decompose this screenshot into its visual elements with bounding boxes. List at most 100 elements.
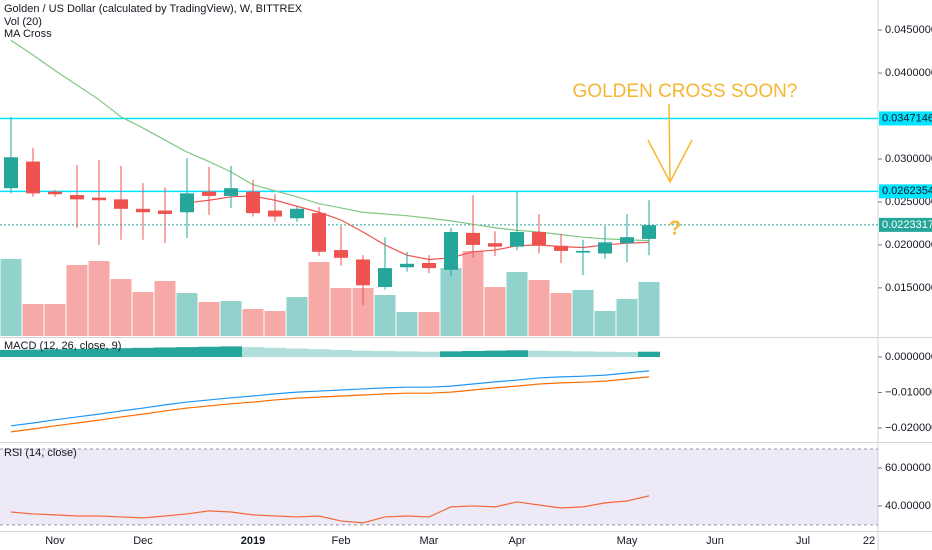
candle-body	[554, 245, 568, 251]
y-tick-label: 0.03000000	[885, 153, 932, 165]
pane-title: MACD (12, 26, close, 9)	[4, 340, 121, 352]
histogram-bar	[506, 350, 528, 358]
y-tick-label: 0.02000000	[885, 239, 932, 251]
histogram-bar	[330, 349, 352, 358]
volume-bar	[22, 304, 44, 336]
pane-title: RSI (14, close)	[4, 447, 77, 459]
volume-bar	[440, 268, 462, 336]
histogram-bar	[308, 349, 330, 358]
indicator-label: MA Cross	[4, 28, 52, 40]
x-tick-label: Dec	[133, 535, 153, 547]
arrow-head	[647, 139, 693, 184]
volume-bar	[220, 301, 242, 336]
candle-body	[26, 161, 40, 194]
volume-bar	[132, 292, 154, 336]
candle-body	[136, 208, 150, 213]
candle-body	[400, 263, 414, 268]
volume-bar	[88, 261, 110, 336]
candle-body	[576, 250, 590, 253]
volume-bar	[66, 265, 88, 336]
candle-body	[114, 199, 128, 209]
candle-body	[422, 262, 436, 269]
candle-body	[202, 191, 216, 196]
volume-bar	[242, 309, 264, 336]
volume-bar	[594, 311, 616, 336]
x-tick-label: May	[617, 535, 638, 547]
candle-body	[378, 268, 392, 288]
histogram-bar	[198, 346, 220, 358]
y-tick-label: −0.02000000	[885, 422, 932, 434]
price-level-box	[879, 111, 932, 126]
volume-bar	[550, 293, 572, 336]
x-tick-label: 2019	[241, 535, 265, 547]
annotation: GOLDEN CROSS SOON?	[573, 81, 798, 102]
histogram-bar	[594, 351, 616, 358]
indicator-line	[10, 370, 650, 427]
histogram-bar	[132, 347, 154, 358]
volume-bar	[330, 288, 352, 336]
price-level-label: 0.03471461	[882, 112, 932, 124]
x-tick-label: Jul	[796, 535, 810, 547]
histogram-bar	[550, 350, 572, 358]
candle-body	[532, 232, 546, 246]
histogram-bar	[616, 352, 638, 358]
histogram-bar	[44, 349, 66, 358]
x-tick-label: Jun	[706, 535, 724, 547]
volume-bar	[572, 290, 594, 336]
candle-body	[510, 232, 524, 247]
volume-bar	[352, 288, 374, 336]
candle-body	[356, 259, 370, 286]
histogram-bar	[0, 349, 22, 358]
volume-bar	[44, 304, 66, 336]
chart-title: Golden / US Dollar (calculated by Tradin…	[4, 3, 303, 15]
volume-bar	[418, 312, 440, 336]
histogram-bar	[264, 347, 286, 358]
annotation: ?	[669, 217, 681, 239]
indicator-line	[186, 195, 650, 261]
candle-body	[620, 237, 634, 244]
volume-bar	[528, 280, 550, 336]
y-tick-label: 60.00000	[885, 462, 931, 474]
histogram-bar	[462, 350, 484, 358]
candle-body	[642, 225, 656, 239]
candle-body	[268, 210, 282, 217]
candle-body	[70, 195, 84, 200]
candle-body	[224, 188, 238, 196]
volume-bar	[0, 259, 22, 336]
candle-body	[488, 243, 502, 247]
indicator-line	[10, 495, 650, 524]
volume-bar	[506, 272, 528, 336]
x-tick-label: Feb	[332, 535, 351, 547]
histogram-bar	[242, 347, 264, 358]
candle-body	[334, 250, 348, 258]
rsi-band	[0, 448, 878, 525]
candle-body	[598, 242, 612, 254]
volume-bar	[616, 299, 638, 336]
candle-body	[444, 232, 458, 270]
indicator-label: Vol (20)	[4, 16, 42, 28]
plot: 0.04500000 0.04000000 0.03000000 0.02500000…	[0, 24, 932, 547]
volume-bar	[374, 295, 396, 336]
volume-bar	[264, 311, 286, 336]
y-tick-label: 0.00000000	[885, 351, 932, 363]
histogram-bar	[484, 350, 506, 358]
volume-bar	[308, 262, 330, 336]
histogram-bar	[66, 348, 88, 358]
histogram-bar	[154, 347, 176, 358]
annotation-arrow	[647, 103, 693, 184]
y-tick-label: 0.04500000	[885, 24, 932, 36]
candle-body	[48, 191, 62, 195]
candle-body	[4, 157, 18, 189]
indicator-line	[10, 376, 650, 433]
histogram-bar	[220, 346, 242, 358]
histogram-bar	[528, 350, 550, 358]
price-level-box	[879, 217, 932, 232]
volume-bar	[484, 287, 506, 336]
volume-bar	[154, 281, 176, 336]
histogram-bar	[88, 348, 110, 358]
y-tick-label: −0.01000000	[885, 386, 932, 398]
y-tick-label: 0.04000000	[885, 67, 932, 79]
candle-body	[312, 213, 326, 252]
x-tick-label: Apr	[508, 535, 525, 547]
